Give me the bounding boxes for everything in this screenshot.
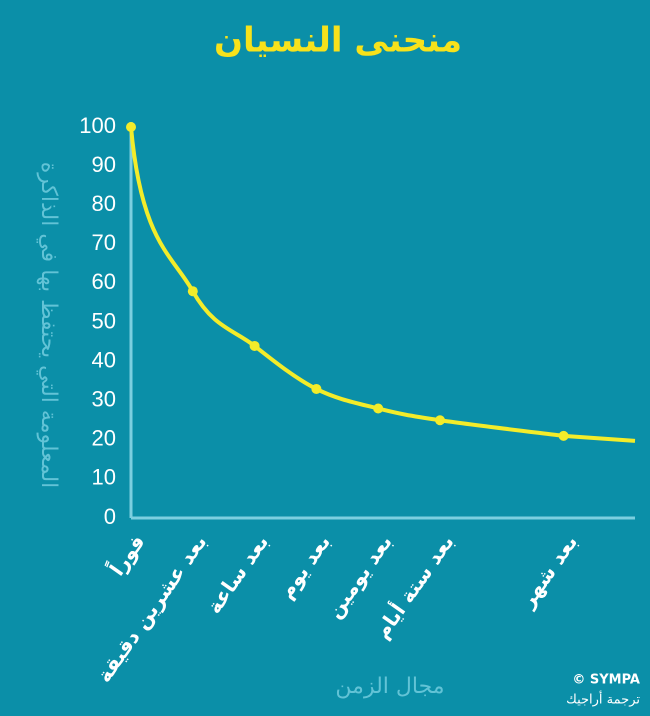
- y-tick-label: 10: [92, 465, 116, 490]
- data-point: [187, 286, 198, 297]
- data-point: [311, 383, 322, 394]
- x-axis-label: مجال الزمن: [335, 674, 444, 699]
- data-point: [373, 403, 384, 414]
- y-tick-label: 0: [104, 504, 116, 529]
- y-tick-label: 90: [92, 152, 116, 177]
- y-tick-label: 30: [92, 387, 116, 412]
- y-tick-label: 100: [79, 113, 116, 138]
- forgetting-curve: [129, 126, 564, 438]
- y-tick-label: 70: [92, 230, 116, 255]
- credit-translation: ترجمة أراجيك: [566, 691, 640, 708]
- data-point: [126, 122, 136, 132]
- data-point: [435, 415, 445, 426]
- chart-title: منحنى النسيان: [214, 21, 462, 61]
- data-point: [558, 430, 569, 441]
- y-axis-label: المعلومة التي يحتفظ بها في الذاكرة: [36, 162, 61, 489]
- y-tick-label: 20: [92, 426, 116, 451]
- y-tick-label: 60: [92, 269, 116, 294]
- y-tick-label: 40: [92, 347, 116, 372]
- y-tick-label: 80: [92, 191, 116, 216]
- curve-tail: [563, 433, 636, 443]
- y-tick-label: 50: [92, 308, 116, 333]
- credit-source: © SYMPA: [572, 673, 640, 688]
- data-point: [249, 340, 260, 351]
